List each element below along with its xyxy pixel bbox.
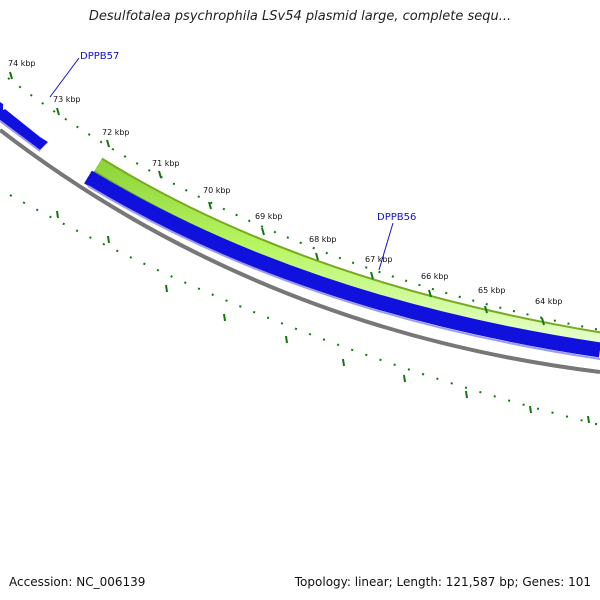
tick-label: 67 kbp <box>365 255 393 264</box>
inner-major-tick <box>107 235 110 244</box>
major-tick <box>9 71 13 80</box>
inner-major-tick <box>587 415 590 424</box>
gene-arc-blue-highlight <box>87 185 600 360</box>
backbone <box>0 128 600 374</box>
map-title: Desulfotalea psychrophila LSv54 plasmid … <box>88 9 512 24</box>
tick-marks: 74 kbp 73 kbp 72 kbp 71 kbp 70 kbp 69 kbp 68 k… <box>8 59 563 326</box>
tick-label: 70 kbp <box>203 186 231 195</box>
major-tick <box>158 170 162 179</box>
accession-label: Accession: NC_006139 <box>9 575 146 589</box>
feature-label-dppb56: DPPB56 <box>377 212 416 223</box>
outer-tick-ring <box>7 77 600 331</box>
tick-label: 71 kbp <box>152 159 180 168</box>
gene-arc-green <box>93 157 600 349</box>
major-tick <box>541 317 545 326</box>
feature-leader-dppb56 <box>378 222 394 271</box>
major-tick <box>106 139 110 148</box>
inner-major-tick <box>56 210 59 219</box>
tick-label: 74 kbp <box>8 59 36 68</box>
major-tick <box>208 201 212 210</box>
major-tick <box>484 305 488 314</box>
major-tick <box>315 252 319 261</box>
sequence-summary: Topology: linear; Length: 121,587 bp; Ge… <box>294 575 591 589</box>
inner-major-tick <box>165 284 168 293</box>
feature-leader-dppb57 <box>49 57 80 98</box>
inner-major-tick <box>223 313 226 322</box>
tick-label: 73 kbp <box>53 95 81 104</box>
tick-label: 72 kbp <box>102 128 130 137</box>
minor-tick-marks <box>56 210 590 424</box>
tick-label: 65 kbp <box>478 286 506 295</box>
tick-label: 69 kbp <box>255 212 283 221</box>
inner-major-tick <box>285 335 288 344</box>
major-tick <box>56 107 60 116</box>
tick-label: 64 kbp <box>535 297 563 306</box>
inner-major-tick <box>403 374 406 383</box>
tick-label: 66 kbp <box>421 272 449 281</box>
feature-label-dppb57: DPPB57 <box>80 51 119 62</box>
major-tick <box>428 289 432 298</box>
tick-label: 68 kbp <box>309 235 337 244</box>
gene-arc-blue <box>84 170 600 358</box>
gene-arrow-blue <box>0 109 48 150</box>
inner-major-tick <box>465 390 468 399</box>
gene-arrow-blue-edge <box>0 120 41 152</box>
inner-major-tick <box>529 405 532 414</box>
inner-major-tick <box>342 358 345 367</box>
gene-fragment-blue <box>0 102 3 116</box>
major-tick <box>261 227 265 236</box>
inner-tick-ring <box>9 194 600 426</box>
major-tick <box>370 271 374 280</box>
gene-arc-green-fill <box>94 159 600 347</box>
